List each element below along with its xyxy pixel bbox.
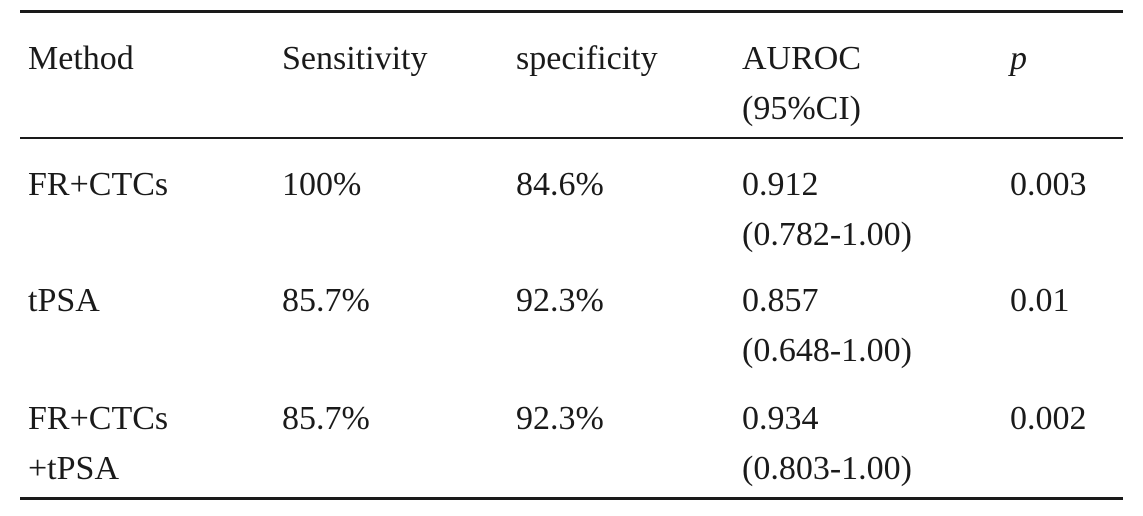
- cell-method: tPSA: [28, 282, 100, 319]
- header-auroc: AUROC (95%CI): [742, 40, 862, 127]
- header-p: p: [1010, 40, 1027, 77]
- table-bottom-rule: [20, 497, 1123, 500]
- cell-p: 0.01: [1010, 282, 1070, 319]
- cell-specificity: 84.6%: [516, 166, 604, 203]
- table-header-rule: [20, 137, 1123, 139]
- header-sensitivity: Sensitivity: [282, 40, 428, 77]
- header-method: Method: [28, 40, 134, 77]
- cell-specificity: 92.3%: [516, 282, 604, 319]
- cell-p: 0.002: [1010, 400, 1087, 437]
- cell-specificity: 92.3%: [516, 400, 604, 437]
- table-top-rule: [20, 10, 1123, 13]
- cell-sensitivity: 85.7%: [282, 282, 370, 319]
- cell-p: 0.003: [1010, 166, 1087, 203]
- cell-auroc: 0.912 (0.782-1.00): [742, 166, 912, 253]
- header-specificity: specificity: [516, 40, 658, 77]
- cell-method: FR+CTCs +tPSA: [28, 400, 169, 487]
- cell-sensitivity: 100%: [282, 166, 362, 203]
- cell-method: FR+CTCs: [28, 166, 169, 203]
- results-table: Method Sensitivity specificity AUROC (95…: [20, 10, 1123, 500]
- cell-auroc: 0.934 (0.803-1.00): [742, 400, 912, 487]
- cell-auroc: 0.857 (0.648-1.00): [742, 282, 912, 369]
- cell-sensitivity: 85.7%: [282, 400, 370, 437]
